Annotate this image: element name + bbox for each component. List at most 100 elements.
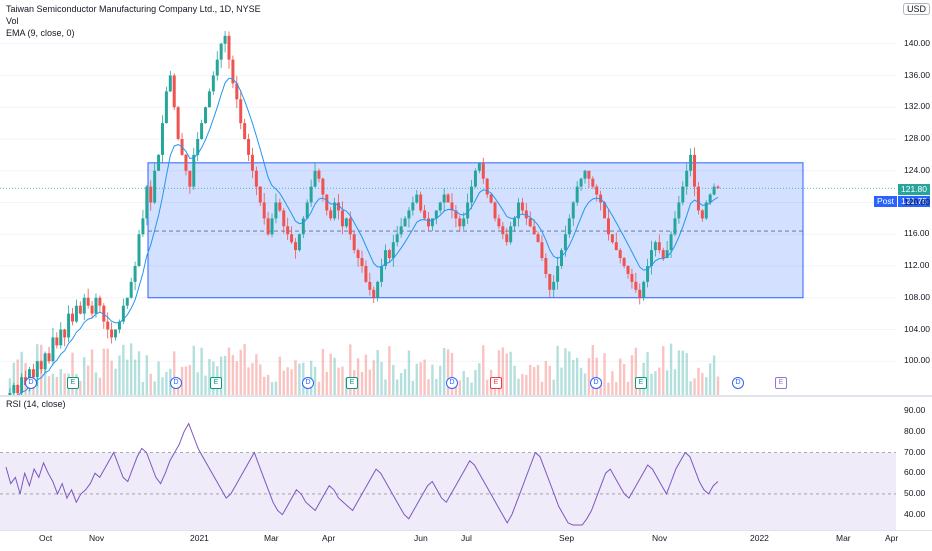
candle-body — [168, 75, 172, 92]
candle-body — [665, 250, 669, 259]
main-chart[interactable] — [0, 0, 932, 395]
candle-body — [595, 186, 599, 195]
volume-bar — [282, 370, 285, 395]
volume-bar — [658, 367, 661, 395]
candle-body — [501, 226, 505, 235]
volume-bar — [466, 377, 469, 395]
candle-body — [293, 242, 297, 251]
price-axis-label: 132.00 — [904, 101, 930, 112]
rsi-axis-label: 90.00 — [904, 405, 926, 416]
candle-body — [356, 250, 360, 259]
volume-bar — [399, 373, 403, 395]
volume-bar — [458, 380, 462, 395]
volume-bar — [630, 355, 634, 395]
candle-body — [489, 194, 493, 203]
earnings-marker[interactable]: E — [635, 377, 647, 389]
candle-body — [454, 210, 458, 219]
price-axis-label: 112.00 — [904, 260, 930, 270]
candle-body — [184, 154, 188, 171]
volume-bar — [415, 363, 418, 395]
earnings-marker[interactable]: E — [490, 377, 502, 389]
candle-body — [716, 186, 720, 189]
volume-bar — [51, 373, 55, 395]
earnings-marker[interactable]: E — [346, 377, 358, 389]
candle-body — [427, 218, 431, 227]
volume-bar — [622, 364, 626, 395]
candle-body — [540, 242, 544, 259]
volume-bar — [634, 347, 638, 395]
candle-body — [700, 210, 704, 219]
candle-body — [78, 305, 82, 314]
candle-body — [606, 218, 610, 235]
volume-bar — [290, 369, 293, 395]
volume-bar — [329, 353, 332, 395]
rsi-axis-label: 50.00 — [904, 487, 926, 498]
volume-bar — [270, 382, 274, 395]
volume-bar — [544, 361, 548, 395]
volume-bar — [8, 378, 12, 395]
candle-body — [164, 91, 168, 124]
volume-bar — [419, 362, 422, 395]
dividend-marker[interactable]: D — [170, 377, 182, 389]
time-axis-label: Mar — [836, 533, 851, 543]
candle-body — [481, 162, 485, 179]
candle-body — [470, 186, 474, 203]
volume-bar — [165, 371, 168, 395]
rsi-axis-label: 80.00 — [904, 425, 926, 436]
candle-body — [114, 329, 118, 338]
candle-body — [305, 202, 309, 219]
price-pane[interactable] — [0, 0, 932, 395]
candle-body — [622, 258, 626, 266]
candle-body — [340, 210, 344, 227]
volume-bar — [681, 350, 684, 395]
candle-body — [391, 242, 395, 259]
volume-bar — [462, 371, 465, 395]
volume-bar — [568, 351, 571, 395]
candle-body — [638, 289, 642, 298]
candle-body — [485, 178, 489, 195]
earnings-marker[interactable]: E — [67, 377, 79, 389]
rsi-line — [5, 422, 719, 526]
volume-bar — [188, 364, 192, 395]
volume-bar — [603, 353, 606, 395]
candle-body — [556, 266, 560, 282]
candle-body — [117, 321, 121, 330]
candle-body — [286, 226, 290, 235]
volume-bar — [392, 365, 395, 395]
candle-body — [55, 337, 59, 346]
candle-body — [149, 186, 153, 203]
candle-body — [137, 234, 141, 266]
candle-body — [86, 297, 90, 306]
volume-bar — [243, 344, 246, 395]
dividend-marker[interactable]: D — [732, 377, 744, 389]
volume-bar — [294, 360, 297, 395]
candle-body — [309, 186, 313, 203]
dividend-marker[interactable]: D — [302, 377, 314, 389]
candle-body — [462, 218, 466, 227]
candle-body — [399, 226, 403, 235]
pane-divider[interactable] — [0, 395, 932, 397]
currency-button[interactable]: USD — [903, 3, 931, 15]
volume-bar — [427, 379, 430, 395]
price-axis-label: 128.00 — [904, 133, 930, 143]
rsi-band — [0, 452, 896, 530]
candle-body — [387, 250, 391, 259]
candle-body — [524, 210, 528, 219]
earnings-marker[interactable]: E — [775, 377, 787, 389]
volume-bar — [110, 360, 113, 395]
dividend-marker[interactable]: D — [446, 377, 458, 389]
time-axis[interactable] — [0, 530, 932, 551]
rsi-pane-wrap[interactable] — [0, 397, 932, 530]
volume-bar — [587, 358, 591, 395]
volume-bar — [364, 354, 368, 395]
earnings-marker[interactable]: E — [210, 377, 222, 389]
dividend-marker[interactable]: D — [25, 377, 37, 389]
volume-bar — [161, 377, 164, 395]
volume-bar — [716, 376, 720, 395]
candle-body — [176, 107, 180, 139]
dividend-marker[interactable]: D — [590, 377, 602, 389]
rsi-pane[interactable] — [0, 397, 932, 530]
volume-bar — [360, 371, 364, 395]
candle-body — [160, 123, 164, 155]
volume-bar — [63, 373, 66, 395]
